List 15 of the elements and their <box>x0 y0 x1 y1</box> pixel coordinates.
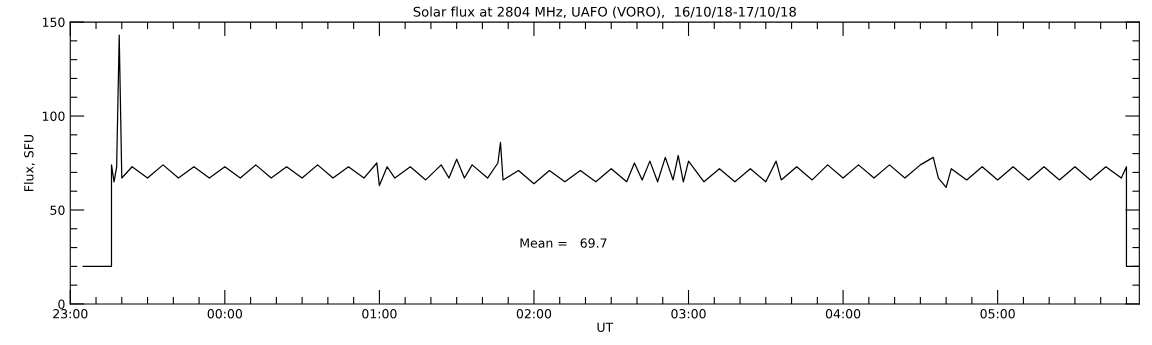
x-tick-label: 02:00 <box>516 309 552 319</box>
y-tick-label: 100 <box>42 111 65 121</box>
x-tick-label: 01:00 <box>362 309 397 319</box>
y-axis-title: Flux, SFU <box>23 135 35 191</box>
x-tick-label: 03:00 <box>671 309 706 319</box>
x-axis-title: UT <box>597 322 614 332</box>
y-tick-label: 0 <box>58 299 65 309</box>
x-tick-label: 04:00 <box>825 309 861 319</box>
chart-title: Solar flux at 2804 MHz, UAFO (VORO), 16/10/18-17/10/18 <box>413 6 796 19</box>
x-tick-label: 00:00 <box>207 309 243 319</box>
annotation: Mean = 69.7 <box>520 238 607 248</box>
x-tick-label: 23:00 <box>53 309 88 319</box>
y-tick-label: 50 <box>50 205 65 215</box>
y-tick-label: 150 <box>42 17 65 28</box>
x-tick-label: 05:00 <box>980 309 1015 319</box>
